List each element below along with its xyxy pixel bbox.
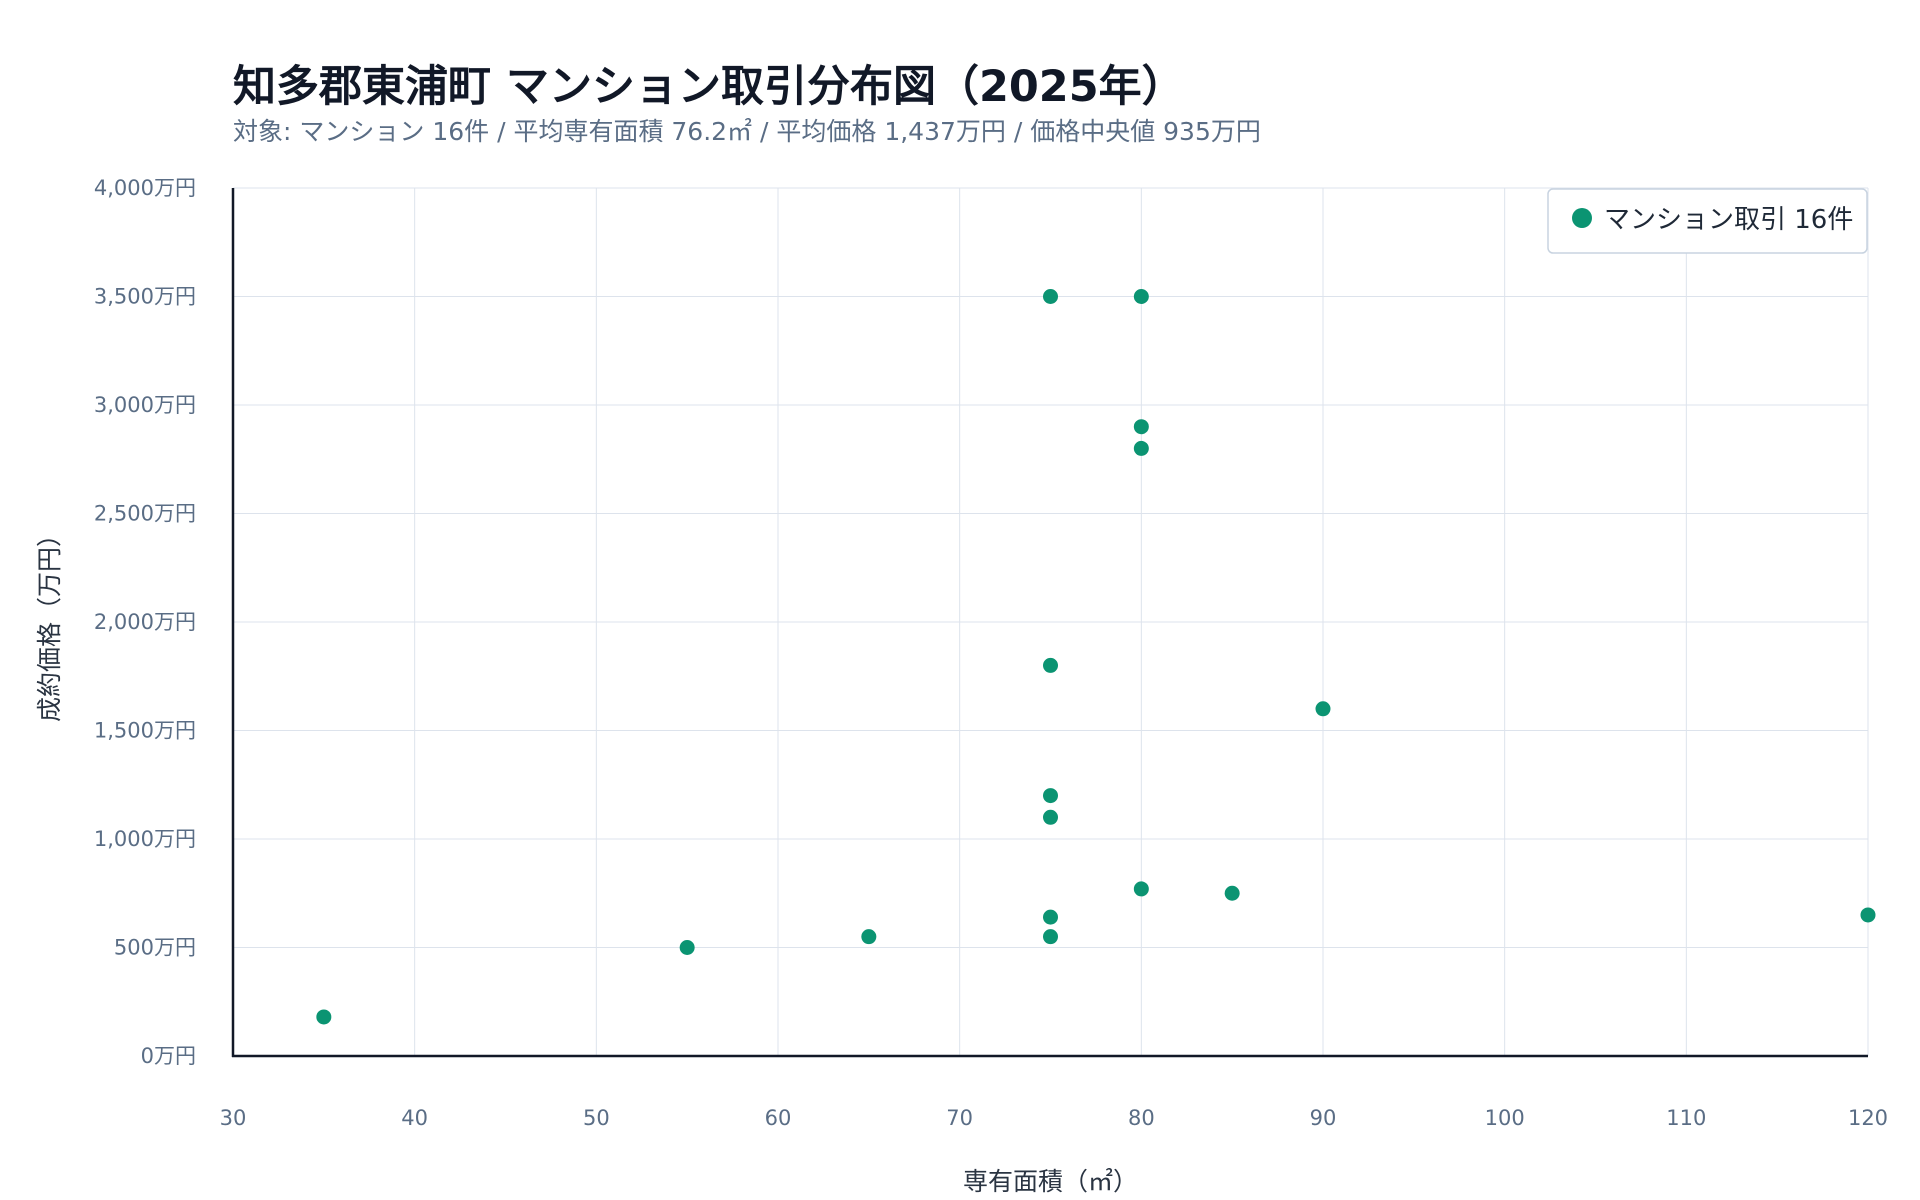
y-tick-label: 1,500万円: [94, 719, 196, 743]
x-tick-label: 30: [220, 1106, 247, 1130]
x-tick-label: 120: [1848, 1106, 1888, 1130]
legend-box: [1547, 188, 1868, 254]
chart-subtitle: 対象: マンション 16件 / 平均専有面積 76.2㎡ / 平均価格 1,43…: [233, 117, 1261, 146]
data-point: [679, 940, 695, 955]
y-tick-label: 0万円: [141, 1044, 196, 1068]
x-tick-label: 70: [946, 1106, 973, 1130]
y-tick-label: 3,500万円: [94, 285, 196, 309]
y-axis-title: 成約価格（万円）: [35, 522, 64, 722]
data-point: [316, 1009, 332, 1025]
data-point: [1043, 289, 1058, 304]
x-tick-label: 90: [1310, 1106, 1337, 1130]
data-point: [1043, 788, 1058, 804]
y-tick-label: 2,000万円: [94, 610, 196, 634]
x-tick-label: 40: [401, 1106, 428, 1130]
y-tick-label: 1,000万円: [94, 827, 196, 851]
x-tick-label: 50: [583, 1106, 610, 1130]
x-tick-label: 100: [1485, 1106, 1525, 1130]
legend-marker: [1572, 208, 1592, 228]
data-point: [1133, 289, 1149, 304]
grid: [232, 187, 1869, 1057]
data-point: [1133, 440, 1149, 456]
y-tick-label: 3,000万円: [94, 393, 196, 417]
x-tick-label: 80: [1128, 1106, 1155, 1130]
data-point: [1133, 881, 1149, 897]
data-point: [1043, 909, 1058, 925]
data-point: [1224, 885, 1240, 901]
data-point: [1043, 809, 1058, 825]
tick-labels: 30 40 50 60 70 80 90 100 110 120 0万円 500万円 1,000万円 1,…: [94, 176, 1888, 1130]
data-point: [1315, 701, 1331, 717]
y-tick-label: 2,500万円: [94, 502, 196, 526]
data-point: [1860, 907, 1876, 923]
y-tick-label: 4,000万円: [94, 176, 196, 200]
data-point: [1043, 657, 1058, 673]
x-tick-label: 60: [765, 1106, 792, 1130]
axes: [231, 188, 1868, 1058]
data-points: [316, 289, 1876, 1025]
x-tick-label: 110: [1666, 1106, 1706, 1130]
data-point: [1043, 929, 1058, 945]
legend-label: マンション取引 16件: [1604, 205, 1853, 235]
y-tick-label: 500万円: [114, 936, 196, 960]
x-axis-title: 専有面積（㎡）: [963, 1167, 1138, 1196]
data-point: [1133, 419, 1149, 435]
data-point: [861, 929, 877, 945]
legend: マンション取引 16件: [1547, 188, 1868, 254]
chart-title: 知多郡東浦町 マンション取引分布図（2025年）: [233, 62, 1185, 112]
